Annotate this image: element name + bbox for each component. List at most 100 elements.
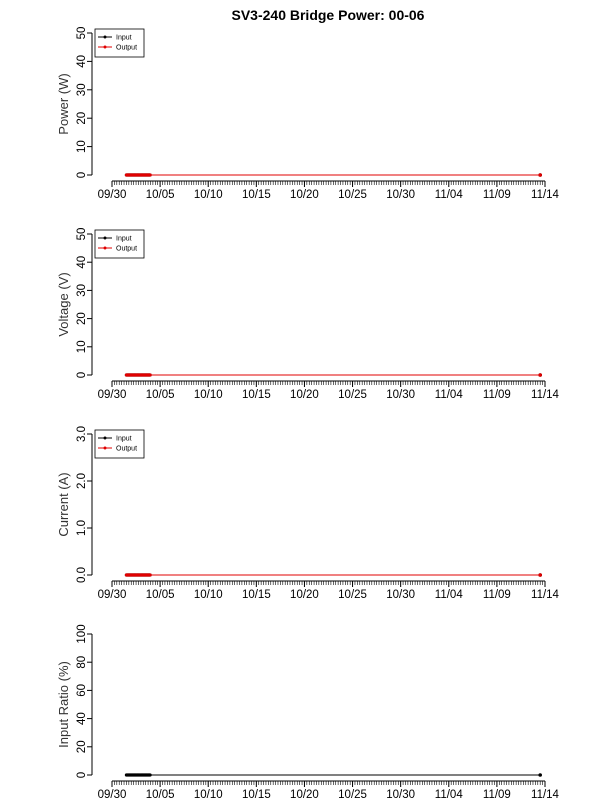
x-tick-label: 11/09 — [483, 189, 511, 201]
series-points — [124, 773, 152, 777]
x-tick-label: 10/30 — [386, 589, 415, 601]
legend: Input Output — [94, 229, 145, 259]
x-tick-label: 10/25 — [338, 589, 367, 601]
x-tick-label: 09/30 — [98, 589, 127, 601]
x-tick-label: 09/30 — [98, 389, 127, 401]
x-tick-label: 10/10 — [194, 389, 223, 401]
x-tick-label: 10/25 — [338, 389, 367, 401]
x-minor-ticks — [111, 581, 546, 585]
legend-entry-label: Input — [116, 436, 132, 443]
x-tick-label: 10/25 — [338, 789, 367, 800]
y-axis-label: Power (W) — [56, 73, 71, 134]
y-tick-label: 0 — [76, 772, 88, 778]
x-tick-label: 10/20 — [290, 189, 319, 201]
y-tick-label: 20 — [76, 112, 88, 125]
y-tick-label: 50 — [76, 228, 88, 241]
legend-swatch-point — [103, 35, 107, 39]
x-tick-label: 10/10 — [194, 789, 223, 800]
series-points — [124, 373, 152, 377]
y-tick-label: 80 — [76, 656, 88, 669]
x-tick-label: 11/04 — [435, 789, 464, 800]
y-tick-label: 40 — [76, 256, 88, 269]
y-tick-label: 1.0 — [76, 520, 88, 536]
y-tick-label: 10 — [76, 340, 88, 353]
legend-swatch-point — [103, 246, 107, 250]
x-tick-label: 10/15 — [242, 589, 271, 601]
panel-4: 0 20 40 60 80 100 Input Ratio (%) 09/30 10/05 10/… — [56, 624, 560, 801]
series-output — [124, 373, 542, 377]
legend-swatch-point — [103, 446, 107, 450]
series-point — [538, 573, 542, 577]
series-input-ratio — [124, 773, 542, 777]
x-tick-label: 10/10 — [194, 189, 223, 201]
x-tick-label: 11/14 — [531, 189, 560, 201]
x-tick-label: 11/14 — [531, 789, 560, 800]
series-point — [538, 773, 542, 777]
x-tick-label: 11/04 — [435, 189, 464, 201]
legend: Input Output — [94, 28, 145, 58]
y-tick-label: 50 — [76, 27, 88, 40]
x-tick-label: 10/15 — [242, 789, 271, 800]
y-tick-label: 2.0 — [76, 473, 88, 489]
legend-entry-label: Output — [116, 446, 137, 453]
y-tick-label: 100 — [76, 624, 88, 643]
panel-3: 0.0 1.0 2.0 3.0 Current (A) 09/30 10/05 10/10 10… — [56, 426, 560, 601]
x-tick-label: 10/05 — [146, 789, 175, 800]
legend-box — [94, 429, 145, 459]
y-tick-label: 30 — [76, 83, 88, 96]
x-tick-label: 10/30 — [386, 789, 415, 800]
legend-entry-label: Output — [116, 246, 137, 253]
x-tick-label: 10/25 — [338, 189, 367, 201]
y-tick-label: 40 — [76, 712, 88, 725]
legend: Input Output — [94, 429, 145, 459]
x-tick-label: 11/09 — [483, 389, 511, 401]
x-tick-label: 11/14 — [531, 589, 560, 601]
legend-swatch-point — [103, 236, 107, 240]
x-tick-label: 11/09 — [483, 789, 511, 800]
y-tick-label: 0 — [76, 172, 88, 178]
legend-swatch-point — [103, 436, 107, 440]
series-output — [124, 173, 542, 177]
series-point — [538, 173, 542, 177]
legend-entry-label: Input — [116, 35, 132, 42]
y-axis-label: Voltage (V) — [56, 272, 71, 336]
chart-title: SV3-240 Bridge Power: 00-06 — [232, 7, 425, 23]
x-tick-label: 10/20 — [290, 789, 319, 800]
y-tick-label: 60 — [76, 684, 88, 697]
x-minor-ticks — [111, 381, 546, 385]
x-tick-label: 11/09 — [483, 589, 511, 601]
x-tick-label: 09/30 — [98, 189, 127, 201]
y-tick-label: 0 — [76, 372, 88, 378]
legend-entry-label: Output — [116, 45, 137, 52]
x-minor-ticks — [111, 181, 546, 185]
x-tick-label: 11/14 — [531, 389, 560, 401]
y-tick-label: 3.0 — [76, 426, 88, 442]
x-tick-label: 10/05 — [146, 589, 175, 601]
y-tick-label: 20 — [76, 312, 88, 325]
x-tick-label: 10/15 — [242, 189, 271, 201]
series-output — [124, 573, 542, 577]
x-tick-label: 10/15 — [242, 389, 271, 401]
x-tick-label: 10/05 — [146, 189, 175, 201]
series-point — [538, 373, 542, 377]
x-tick-label: 11/04 — [435, 389, 464, 401]
legend-box — [94, 229, 145, 259]
y-axis-label: Current (A) — [56, 472, 71, 536]
x-minor-ticks — [111, 781, 546, 785]
panel-1: 0 10 20 30 40 50 Power (W) 09/30 10/05 10/10 10/15… — [56, 27, 560, 201]
y-tick-label: 40 — [76, 55, 88, 68]
x-tick-label: 10/30 — [386, 389, 415, 401]
y-tick-label: 10 — [76, 140, 88, 153]
legend-box — [94, 28, 145, 58]
legend-entry-label: Input — [116, 236, 132, 243]
y-tick-label: 30 — [76, 284, 88, 297]
x-tick-label: 10/10 — [194, 589, 223, 601]
y-axis-label: Input Ratio (%) — [56, 661, 71, 748]
x-tick-label: 10/20 — [290, 389, 319, 401]
y-tick-label: 20 — [76, 740, 88, 753]
x-tick-label: 10/30 — [386, 189, 415, 201]
legend-swatch-point — [103, 45, 107, 49]
x-tick-label: 10/20 — [290, 589, 319, 601]
